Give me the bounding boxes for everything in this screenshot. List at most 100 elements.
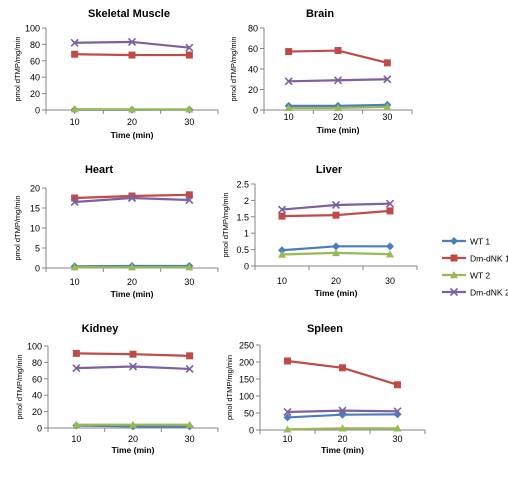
data-point xyxy=(186,352,194,360)
x-axis-label: Time (min) xyxy=(317,125,360,135)
chart-panel: Liver 0 0.5 1 1.5 2 2.5 10 20 30 Time (min) pmol dT… xyxy=(221,164,418,298)
y-tick-label: 40 xyxy=(248,65,258,75)
y-tick-label: 2.5 xyxy=(236,180,249,190)
data-point xyxy=(332,242,340,251)
y-tick-label: 60 xyxy=(30,56,40,66)
x-tick-label: 10 xyxy=(71,434,81,444)
y-tick-label: 20 xyxy=(32,407,42,417)
data-point xyxy=(185,263,194,271)
data-point xyxy=(284,103,293,112)
legend-marker xyxy=(450,237,458,245)
x-tick-label: 20 xyxy=(337,434,347,444)
data-point xyxy=(185,191,193,199)
data-point xyxy=(383,75,392,84)
x-tick-label: 30 xyxy=(382,112,392,122)
data-point xyxy=(284,77,293,86)
y-tick-label: 0 xyxy=(35,264,40,274)
data-point xyxy=(383,59,391,67)
data-point xyxy=(70,263,79,271)
x-tick-label: 10 xyxy=(70,117,80,127)
data-point xyxy=(70,105,79,113)
chart-title: Skeletal Muscle xyxy=(88,8,170,20)
chart-title: Spleen xyxy=(307,323,343,335)
x-tick-label: 10 xyxy=(277,276,287,286)
legend-marker xyxy=(450,254,458,262)
data-point xyxy=(385,199,395,208)
data-point xyxy=(71,194,79,202)
data-point xyxy=(393,424,402,432)
y-axis-label: pmol dTMP/mg/min xyxy=(229,36,238,101)
chart-panel: Brain 0 20 40 60 80 10 20 30 Time (min) pmol dTMP/… xyxy=(229,8,413,135)
y-tick-label: 100 xyxy=(239,392,254,402)
y-tick-label: 40 xyxy=(30,73,40,83)
data-point xyxy=(70,197,79,207)
y-tick-label: 60 xyxy=(248,44,258,54)
y-tick-label: 20 xyxy=(30,89,40,99)
data-point xyxy=(386,242,394,251)
y-axis-label: pmol dTMP/mg/min xyxy=(225,355,234,420)
y-axis-label: pmol dTMP/mg/min xyxy=(221,192,230,257)
chart-panel: Spleen 0 50 100 150 200 250 10 20 30 Time (min) pmo… xyxy=(225,323,426,455)
data-point xyxy=(383,102,392,111)
y-tick-label: 15 xyxy=(30,204,40,214)
y-tick-label: 80 xyxy=(32,358,42,368)
data-point xyxy=(386,207,394,215)
data-point xyxy=(334,47,342,55)
y-axis-label: pmol dTMP/mg/min xyxy=(13,195,22,260)
y-tick-label: 0 xyxy=(253,106,258,116)
data-point xyxy=(278,250,286,258)
x-axis-label: Time (min) xyxy=(112,445,155,455)
data-point xyxy=(70,38,79,47)
x-axis-label: Time (min) xyxy=(111,130,154,140)
y-tick-label: 10 xyxy=(30,224,40,234)
data-point xyxy=(185,105,194,113)
x-axis-label: Time (min) xyxy=(315,288,358,298)
y-tick-label: 0 xyxy=(35,106,40,116)
y-tick-label: 20 xyxy=(30,184,40,194)
data-point xyxy=(278,212,286,220)
data-point xyxy=(129,350,137,358)
x-tick-label: 20 xyxy=(127,117,137,127)
data-point xyxy=(332,211,340,219)
data-point xyxy=(128,105,136,113)
data-point xyxy=(185,195,194,205)
x-tick-label: 30 xyxy=(185,434,195,444)
x-tick-label: 10 xyxy=(70,277,80,287)
x-tick-label: 30 xyxy=(184,117,194,127)
x-tick-label: 20 xyxy=(127,277,137,287)
y-tick-label: 150 xyxy=(239,375,254,385)
data-point xyxy=(393,407,402,416)
data-point xyxy=(185,364,194,374)
x-tick-label: 20 xyxy=(128,434,138,444)
y-tick-label: 80 xyxy=(30,40,40,50)
legend-label: WT 2 xyxy=(470,271,490,281)
y-axis-label: pmol dTMP/mg/min xyxy=(13,36,22,101)
legend-label: Dm-dNK 2 xyxy=(470,288,508,298)
x-axis-label: Time (min) xyxy=(321,445,364,455)
data-point xyxy=(283,413,292,422)
chart-panel: Skeletal Muscle 0 20 40 60 80 100 10 20 30 Time (m… xyxy=(13,8,219,140)
x-tick-label: 30 xyxy=(385,276,395,286)
data-point xyxy=(128,362,138,371)
data-point xyxy=(285,48,293,56)
y-tick-label: 100 xyxy=(25,24,40,34)
y-tick-label: 200 xyxy=(239,358,254,368)
data-point xyxy=(332,248,340,257)
data-point xyxy=(339,364,346,372)
y-tick-label: 40 xyxy=(32,391,42,401)
data-point xyxy=(338,424,347,432)
x-tick-label: 30 xyxy=(184,277,194,287)
y-tick-label: 50 xyxy=(244,409,254,419)
y-tick-label: 0 xyxy=(37,424,42,434)
data-point xyxy=(128,51,136,59)
chart-title: Heart xyxy=(85,164,113,176)
y-axis-label: pmol dTMP/mg/min xyxy=(15,354,24,419)
data-point xyxy=(72,349,80,357)
y-tick-label: 2 xyxy=(244,196,249,206)
x-axis-label: Time (min) xyxy=(111,289,154,299)
x-tick-label: 20 xyxy=(331,276,341,286)
data-point xyxy=(331,200,341,210)
y-tick-label: 80 xyxy=(248,24,258,34)
chart-panel: Heart 0 5 10 15 20 10 20 30 Time (min) pmol dTMP/m… xyxy=(13,164,219,299)
